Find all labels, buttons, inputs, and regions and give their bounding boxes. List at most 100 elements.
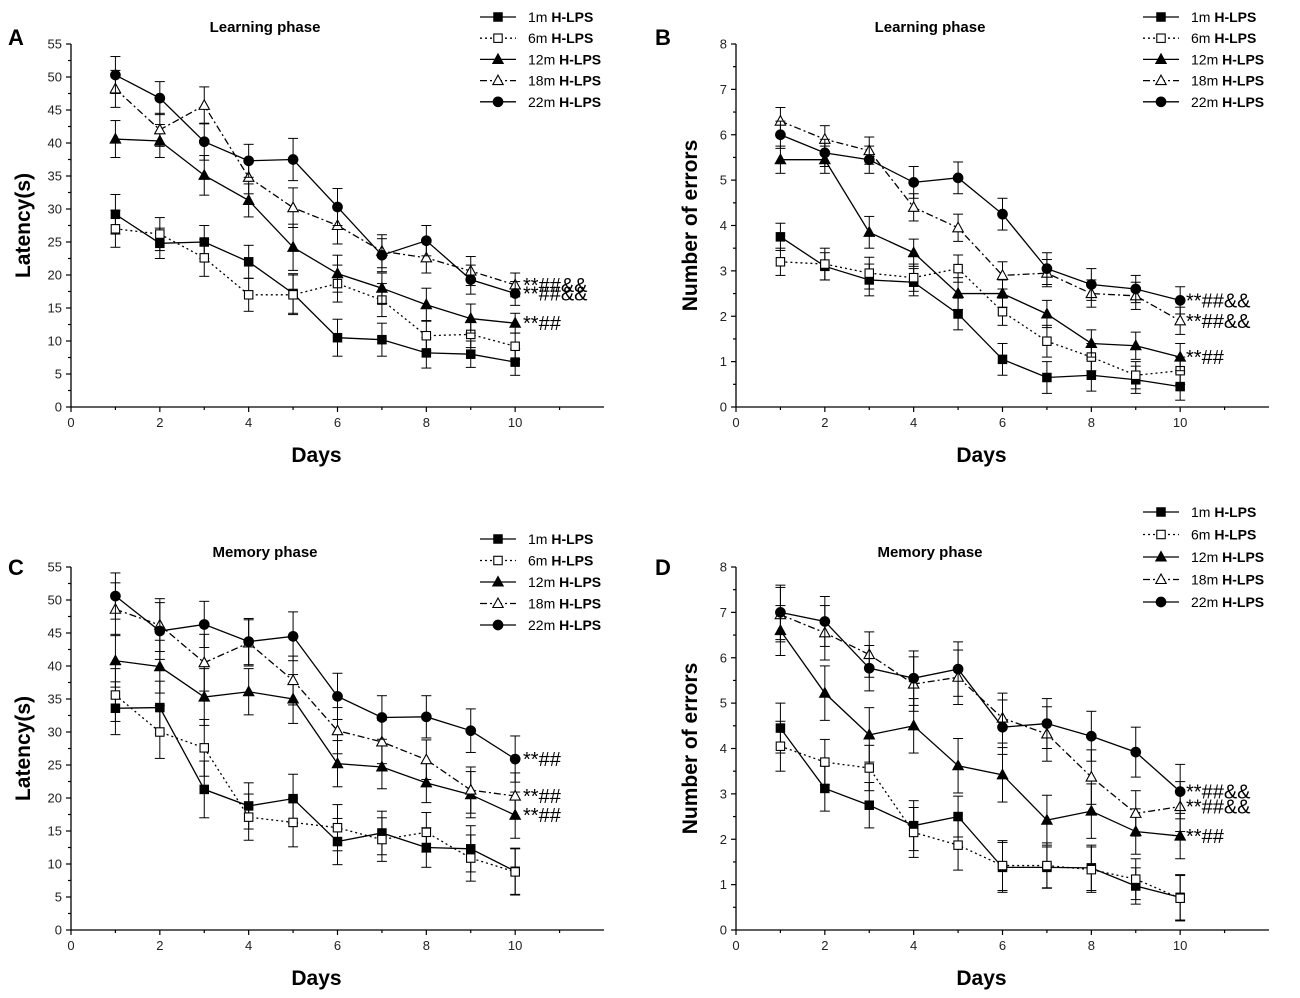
y-axis-title: Number of errors — [679, 663, 702, 835]
significance-label: **## — [1186, 826, 1225, 848]
y-tick-label: 2 — [720, 832, 727, 847]
legend-age: 18m — [1191, 572, 1222, 588]
x-tick-label: 8 — [423, 415, 430, 430]
data-point — [864, 763, 874, 773]
series-line — [779, 630, 1181, 837]
legend-suffix: H-LPS — [1222, 73, 1264, 89]
legend-marker — [491, 52, 505, 64]
data-point — [288, 817, 298, 828]
data-point — [243, 155, 255, 167]
legend-suffix: H-LPS — [1222, 51, 1264, 67]
y-tick-label: 3 — [720, 263, 727, 278]
data-point — [1086, 370, 1097, 380]
significance-label: **## — [523, 805, 562, 827]
data-point — [1042, 336, 1052, 346]
data-point — [199, 253, 210, 263]
legend-suffix: H-LPS — [559, 73, 601, 89]
y-tick-label: 6 — [720, 650, 727, 665]
legend-marker — [492, 96, 504, 108]
series-line — [780, 159, 1181, 358]
data-point — [820, 757, 830, 767]
legend-age: 12m — [528, 574, 559, 590]
panel-a: A Learning phase 0 5 10 15 20 25 30 35 40 45 50 55 0 2 4… — [8, 9, 604, 467]
series-line — [115, 213, 516, 363]
data-point — [287, 154, 299, 165]
legend-age: 6m — [1191, 30, 1214, 46]
data-point — [332, 691, 343, 702]
y-tick-label: 30 — [48, 725, 62, 740]
data-point — [953, 811, 963, 822]
x-tick-label: 6 — [999, 415, 1006, 430]
data-point — [109, 132, 122, 144]
x-tick-label: 8 — [423, 938, 430, 953]
data-point — [908, 672, 920, 684]
data-point — [331, 267, 344, 279]
series-6m — [775, 247, 1186, 390]
legend-marker — [493, 12, 503, 22]
data-point — [198, 619, 210, 630]
legend-suffix: H-LPS — [1214, 9, 1256, 25]
y-tick-label: 1 — [720, 877, 727, 892]
legend-marker — [1156, 12, 1166, 22]
significance-label: **##&& — [1186, 311, 1251, 333]
data-point — [1040, 813, 1054, 825]
x-tick-label: 0 — [732, 415, 739, 430]
y-tick-label: 40 — [48, 659, 62, 674]
data-point — [509, 789, 522, 801]
data-point — [907, 200, 920, 212]
series-1m — [110, 193, 521, 376]
y-tick-label: 50 — [48, 70, 62, 85]
legend-age: 6m — [528, 30, 551, 46]
panel-letter: B — [655, 25, 671, 50]
x-tick-label: 6 — [334, 415, 341, 430]
legend-marker — [1156, 33, 1166, 43]
x-tick-label: 8 — [1088, 938, 1095, 953]
series-6m — [110, 668, 521, 896]
y-tick-label: 4 — [720, 741, 727, 756]
significance-label: **##&& — [1186, 290, 1251, 312]
data-point — [287, 630, 299, 642]
y-tick-label: 25 — [48, 758, 62, 773]
legend-suffix: H-LPS — [551, 531, 593, 547]
y-tick-label: 2 — [720, 309, 727, 324]
legend-label: 12m H-LPS — [1191, 549, 1264, 565]
y-tick-label: 45 — [48, 103, 62, 118]
y-tick-label: 5 — [55, 890, 62, 905]
legend-age: 12m — [528, 51, 559, 67]
data-point — [288, 290, 298, 300]
legend-age: 1m — [1191, 504, 1214, 520]
data-point — [243, 812, 254, 822]
y-tick-label: 50 — [48, 593, 62, 608]
legend-age: 18m — [1191, 73, 1222, 89]
series-line — [780, 614, 1181, 815]
legend-suffix: H-LPS — [551, 30, 593, 46]
x-tick-label: 4 — [245, 938, 252, 953]
legend-age: 6m — [528, 553, 551, 569]
data-point — [1041, 263, 1053, 274]
data-point — [1041, 718, 1053, 729]
y-tick-label: 55 — [48, 37, 62, 52]
legend-suffix: H-LPS — [1222, 572, 1264, 588]
data-point — [819, 616, 831, 627]
series-line — [780, 236, 1181, 388]
data-point — [110, 690, 121, 700]
series-line — [780, 745, 1181, 899]
data-point — [1174, 350, 1187, 362]
y-tick-label: 10 — [48, 857, 62, 872]
series-line — [780, 134, 1181, 301]
data-point — [376, 712, 388, 723]
data-point — [863, 728, 876, 740]
legend-label: 1m H-LPS — [1191, 504, 1256, 520]
series-line — [115, 660, 516, 816]
data-point — [198, 136, 210, 148]
x-axis-title: Days — [291, 444, 341, 467]
x-tick-label: 4 — [910, 938, 917, 953]
data-point — [952, 172, 964, 184]
legend-age: 12m — [1191, 51, 1222, 67]
data-point — [820, 259, 830, 269]
significance-label: **## — [523, 313, 562, 335]
series-1m — [775, 222, 1186, 401]
x-axis-title: Days — [956, 967, 1006, 990]
